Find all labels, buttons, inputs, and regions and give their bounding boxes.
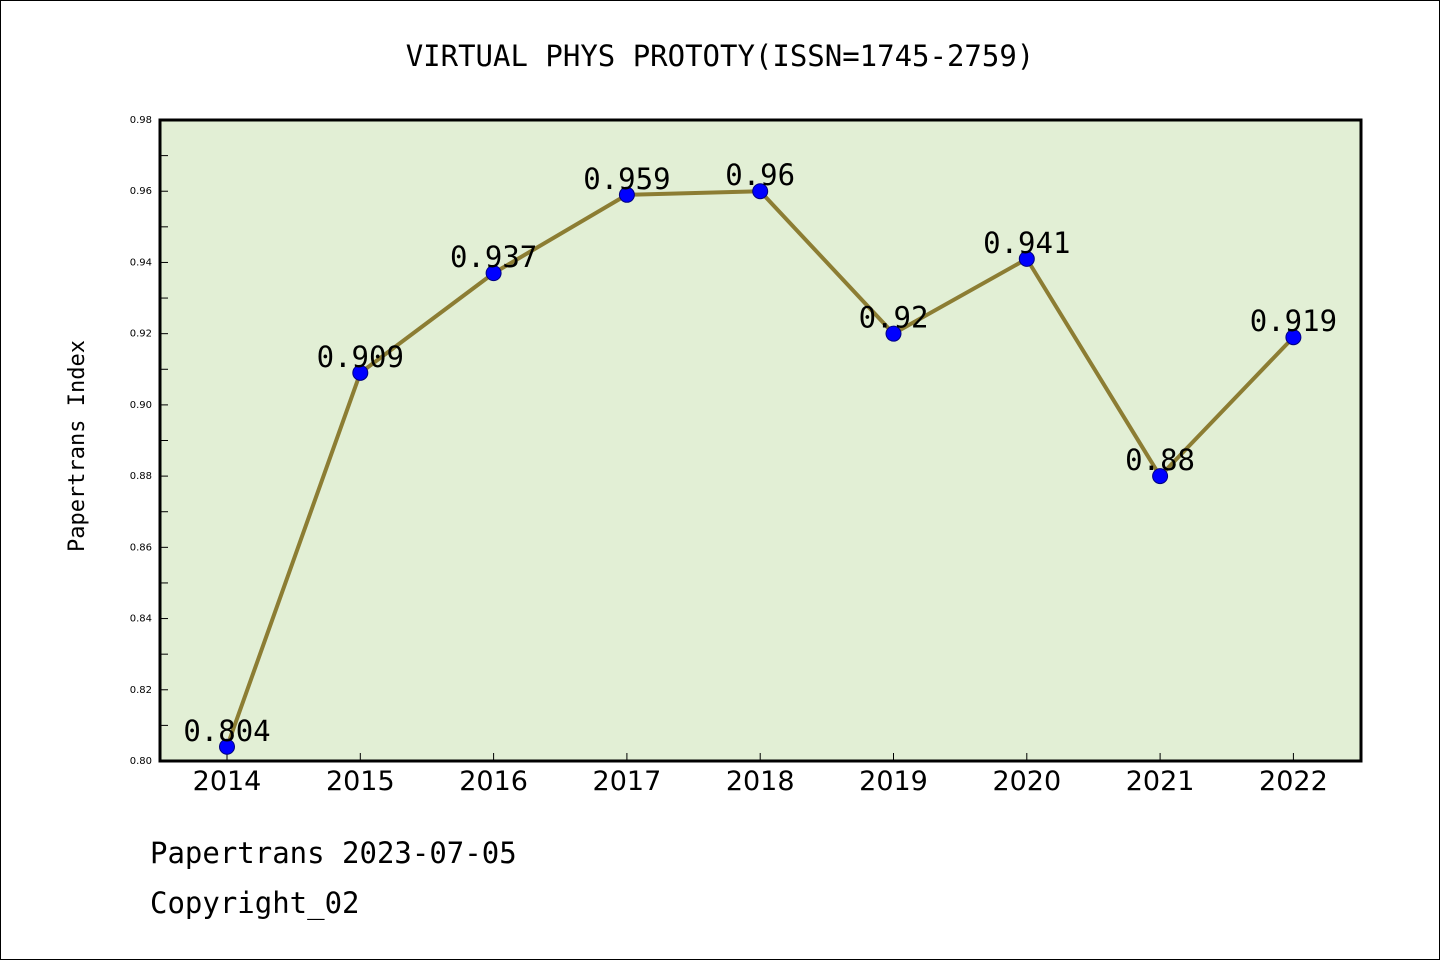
- y-tick-label: 0.80: [130, 756, 152, 767]
- plot-border: [158, 118, 1363, 763]
- x-tick-label: 2021: [1126, 766, 1195, 797]
- data-point: [219, 738, 235, 755]
- x-tick-label: 2020: [992, 766, 1061, 797]
- x-tick-label: 2018: [726, 766, 795, 797]
- plot-area: [160, 120, 1361, 761]
- y-tick-label: 0.98: [130, 115, 152, 126]
- y-tick-label: 0.84: [130, 614, 152, 625]
- data-point: [1152, 468, 1169, 485]
- x-tick-label: 2014: [193, 766, 262, 797]
- x-tick-label: 2017: [593, 766, 662, 797]
- data-label: 0.92: [859, 301, 929, 335]
- data-point: [1285, 329, 1302, 346]
- data-label: 0.96: [725, 158, 795, 192]
- y-tick-label: 0.92: [130, 329, 152, 340]
- x-tick-label: 2022: [1259, 766, 1328, 797]
- data-point: [885, 325, 902, 342]
- y-axis-label: Papertrans Index: [65, 340, 90, 552]
- data-label: 0.937: [450, 240, 537, 274]
- data-label: 0.919: [1250, 304, 1337, 338]
- x-tick-label: 2019: [859, 766, 928, 797]
- data-point: [352, 364, 369, 381]
- data-point: [618, 186, 635, 203]
- data-point: [1018, 250, 1035, 267]
- data-label: 0.941: [983, 226, 1070, 260]
- y-tick-label: 0.86: [130, 542, 152, 553]
- footer-copyright: Copyright_02: [150, 886, 360, 920]
- x-tick-label: 2015: [326, 766, 395, 797]
- y-tick-label: 0.88: [130, 471, 152, 482]
- footer-date: Papertrans 2023-07-05: [150, 836, 517, 870]
- x-tick-label: 2016: [459, 766, 528, 797]
- data-label-group: 0.804 0.909 0.937 0.959 0.96 0.92 0.941 0.88 0.9…: [183, 158, 1337, 748]
- y-tick-label: 0.82: [130, 685, 152, 696]
- data-label: 0.959: [583, 162, 670, 196]
- data-label: 0.88: [1125, 443, 1195, 477]
- marker-group: [219, 183, 1302, 755]
- y-tick-label: 0.90: [130, 400, 152, 411]
- x-axis-ticks: 2014 2015 2016 2017 2018 2019 2020 2021 2022: [193, 753, 1328, 797]
- data-label: 0.804: [183, 714, 270, 748]
- chart-title: VIRTUAL PHYS PROTOTY(ISSN=1745-2759): [406, 39, 1035, 73]
- data-label: 0.909: [317, 340, 404, 374]
- data-point: [752, 183, 769, 200]
- y-tick-label: 0.96: [130, 186, 152, 197]
- data-point: [485, 265, 502, 282]
- y-tick-label: 0.94: [130, 257, 152, 268]
